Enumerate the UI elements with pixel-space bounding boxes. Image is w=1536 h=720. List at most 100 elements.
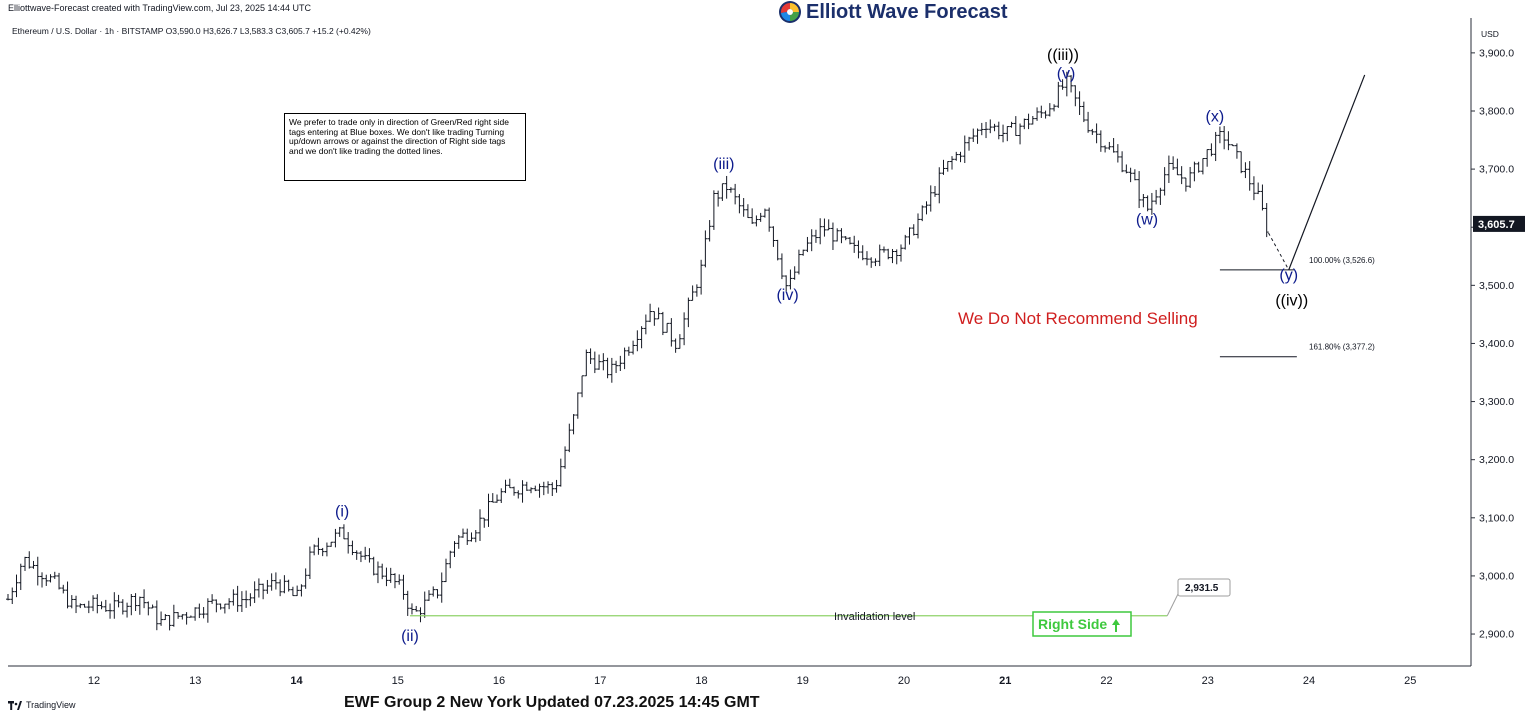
candle-bar [635, 330, 640, 352]
candle-bar [580, 375, 585, 398]
candle-bar [673, 338, 678, 353]
candle-bar [546, 481, 551, 494]
candle-bar [1124, 164, 1129, 174]
candle-bar [1073, 85, 1078, 107]
fib-level-label: 161.80% (3,377.2) [1309, 343, 1375, 352]
last-price-label: 3,605.7 [1478, 219, 1515, 231]
candle-bar [176, 612, 181, 619]
candle-bar [452, 541, 457, 558]
candle-bar [597, 354, 602, 370]
candle-bar [741, 198, 746, 217]
y-tick-label: 3,700.0 [1479, 164, 1514, 176]
x-tick-label: 23 [1202, 675, 1214, 687]
candle-bar [78, 603, 83, 609]
tradingview-footer[interactable]: TradingView [8, 700, 76, 710]
candle-bar [822, 218, 827, 237]
candle-bar [1115, 144, 1120, 163]
candle-bar [648, 303, 653, 323]
wave-label: (ii) [401, 628, 419, 645]
candle-bar [95, 594, 100, 614]
candle-bar [516, 490, 521, 499]
candle-bar [1132, 169, 1137, 181]
invalidation-leader-line [1166, 593, 1179, 616]
candle-bar [252, 581, 257, 603]
candle-bar [771, 226, 776, 247]
candle-bar [154, 600, 159, 631]
candle-bar [801, 249, 806, 256]
candle-bar [762, 208, 767, 218]
candle-bar [847, 236, 852, 245]
candle-bar [363, 546, 368, 560]
candle-bar [358, 550, 363, 563]
candle-bar [231, 589, 236, 606]
candle-bar [864, 251, 869, 266]
candle-bar [890, 248, 895, 264]
candle-bar [86, 600, 91, 614]
candle-bar [1035, 107, 1040, 121]
candle-bar [1179, 166, 1184, 185]
candle-bar [1183, 177, 1188, 192]
candle-bar [660, 311, 665, 336]
candle-bar [954, 151, 959, 161]
y-tick-label: 3,400.0 [1479, 338, 1514, 350]
candle-bar [1188, 166, 1193, 188]
y-tick-label: 3,500.0 [1479, 280, 1514, 292]
candle-bar [507, 478, 512, 489]
candle-bar [711, 190, 716, 230]
candle-bar [571, 414, 576, 435]
candle-bar [197, 603, 202, 619]
candle-bar [1196, 161, 1201, 173]
candle-bar [35, 556, 40, 586]
candle-bar [193, 607, 198, 621]
candle-bar [775, 239, 780, 261]
candle-bar [554, 479, 559, 493]
candle-bar [1047, 103, 1052, 117]
candle-bar [924, 201, 929, 215]
candle-bar [877, 244, 882, 267]
candle-bar [805, 236, 810, 253]
candle-bar [10, 587, 15, 605]
candle-bar [99, 601, 104, 610]
candle-bar [1001, 124, 1006, 143]
candle-bar [779, 253, 784, 280]
candle-bar [809, 229, 814, 252]
candle-bar [431, 586, 436, 597]
candle-bar [792, 266, 797, 280]
candle-bar [1018, 123, 1023, 145]
candle-bar [903, 234, 908, 250]
candle-bar [1217, 126, 1222, 144]
x-tick-label: 18 [695, 675, 707, 687]
candle-bar [299, 584, 304, 597]
candle-bar [541, 481, 546, 496]
candle-bar [720, 183, 725, 201]
candle-bar [354, 550, 359, 560]
candle-bar [967, 136, 972, 151]
candle-bar [1043, 110, 1048, 119]
candle-bar [737, 194, 742, 214]
candle-bar [652, 311, 657, 326]
fib-level-label: 100.00% (3,526.6) [1309, 256, 1375, 265]
candle-bar [414, 605, 419, 612]
candle-bar [499, 488, 504, 503]
candle-bar [1086, 111, 1091, 133]
candle-bar [180, 614, 185, 620]
candle-bar [835, 228, 840, 242]
candle-bar [108, 603, 113, 619]
candle-bar [256, 578, 261, 598]
candle-bar [341, 524, 346, 540]
candle-bar [278, 579, 283, 597]
y-tick-label: 3,100.0 [1479, 512, 1514, 524]
candle-bar [23, 556, 28, 571]
x-tick-label: 16 [493, 675, 505, 687]
x-tick-label: 22 [1100, 675, 1112, 687]
x-tick-label: 17 [594, 675, 606, 687]
candle-bar [188, 615, 193, 618]
candle-bar [269, 573, 274, 591]
wave-label: (v) [1057, 65, 1076, 82]
candle-bar [1107, 141, 1112, 150]
candle-bar [1149, 192, 1154, 215]
candle-bar [724, 175, 729, 199]
candle-bar [1026, 113, 1031, 130]
candle-bar [120, 599, 125, 615]
